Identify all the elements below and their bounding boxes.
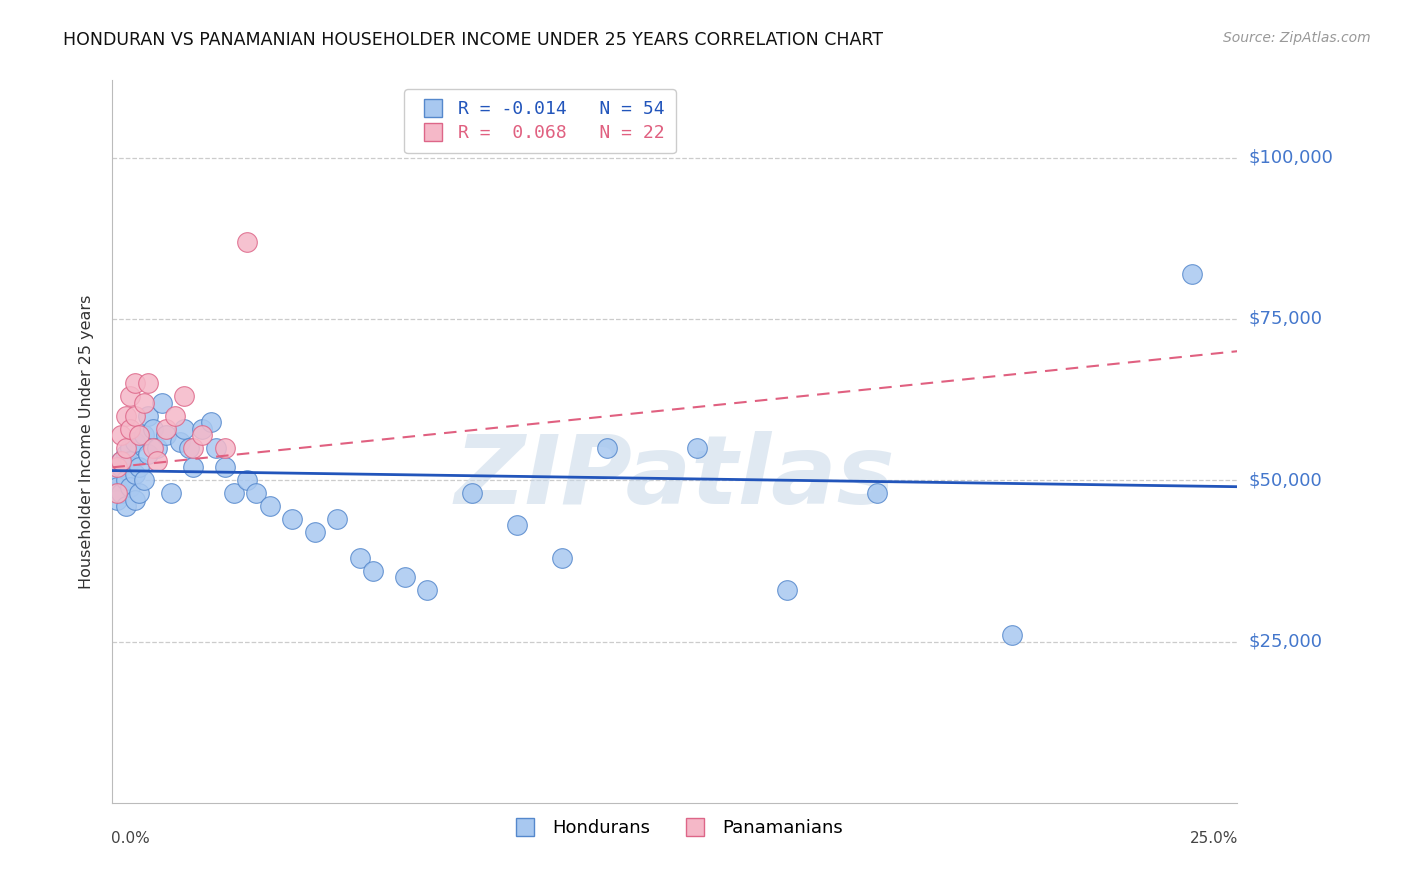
Point <box>394 570 416 584</box>
Point <box>205 441 228 455</box>
Point <box>1001 628 1024 642</box>
Point <box>105 480 128 494</box>
Point <box>304 524 326 539</box>
Point <box>245 486 267 500</box>
Text: $25,000: $25,000 <box>1249 632 1323 650</box>
Text: $75,000: $75,000 <box>1249 310 1323 328</box>
Point <box>146 454 169 468</box>
Point <box>214 460 236 475</box>
Point <box>191 422 214 436</box>
Point <box>110 486 132 500</box>
Point <box>183 460 205 475</box>
Point <box>128 486 150 500</box>
Point <box>128 428 150 442</box>
Point <box>686 441 709 455</box>
Point <box>160 486 183 500</box>
Point <box>214 441 236 455</box>
Point <box>776 582 799 597</box>
Point <box>110 460 132 475</box>
Point <box>124 434 146 449</box>
Point <box>142 422 165 436</box>
Point <box>120 480 142 494</box>
Point <box>124 409 146 423</box>
Point <box>115 441 138 455</box>
Text: ZIPatlas: ZIPatlas <box>454 431 896 524</box>
Point <box>120 389 142 403</box>
Point <box>124 492 146 507</box>
Legend: Hondurans, Panamanians: Hondurans, Panamanians <box>499 812 851 845</box>
Point <box>110 454 132 468</box>
Point <box>142 441 165 455</box>
Point <box>138 409 160 423</box>
Point <box>173 389 195 403</box>
Text: $100,000: $100,000 <box>1249 149 1333 167</box>
Point <box>165 409 187 423</box>
Point <box>596 441 619 455</box>
Point <box>120 422 142 436</box>
Point <box>110 454 132 468</box>
Point <box>105 460 128 475</box>
Point <box>173 422 195 436</box>
Point <box>132 428 155 442</box>
Point <box>191 428 214 442</box>
Point <box>506 518 529 533</box>
Point <box>146 441 169 455</box>
Point <box>120 454 142 468</box>
Point <box>183 441 205 455</box>
Point <box>236 235 259 249</box>
Point <box>132 473 155 487</box>
Point <box>363 564 385 578</box>
Point <box>138 447 160 461</box>
Point <box>105 467 128 481</box>
Point <box>115 473 138 487</box>
Point <box>177 441 200 455</box>
Point <box>200 415 222 429</box>
Point <box>132 396 155 410</box>
Point <box>551 550 574 565</box>
Point <box>222 486 245 500</box>
Text: $50,000: $50,000 <box>1249 471 1322 489</box>
Text: Source: ZipAtlas.com: Source: ZipAtlas.com <box>1223 31 1371 45</box>
Point <box>259 499 281 513</box>
Text: HONDURAN VS PANAMANIAN HOUSEHOLDER INCOME UNDER 25 YEARS CORRELATION CHART: HONDURAN VS PANAMANIAN HOUSEHOLDER INCOM… <box>63 31 883 49</box>
Text: 25.0%: 25.0% <box>1189 830 1239 846</box>
Point <box>138 376 160 391</box>
Point <box>1181 267 1204 281</box>
Point <box>115 409 138 423</box>
Point <box>236 473 259 487</box>
Point <box>155 428 177 442</box>
Point <box>349 550 371 565</box>
Point <box>155 422 177 436</box>
Point <box>866 486 889 500</box>
Point <box>115 499 138 513</box>
Point <box>105 492 128 507</box>
Point <box>110 428 132 442</box>
Point <box>105 486 128 500</box>
Point <box>128 460 150 475</box>
Text: 0.0%: 0.0% <box>111 830 150 846</box>
Y-axis label: Householder Income Under 25 years: Householder Income Under 25 years <box>79 294 94 589</box>
Point <box>124 467 146 481</box>
Point <box>326 512 349 526</box>
Point <box>150 396 173 410</box>
Point <box>281 512 304 526</box>
Point <box>124 376 146 391</box>
Point <box>115 447 138 461</box>
Point <box>416 582 439 597</box>
Point <box>120 441 142 455</box>
Point <box>169 434 191 449</box>
Point <box>461 486 484 500</box>
